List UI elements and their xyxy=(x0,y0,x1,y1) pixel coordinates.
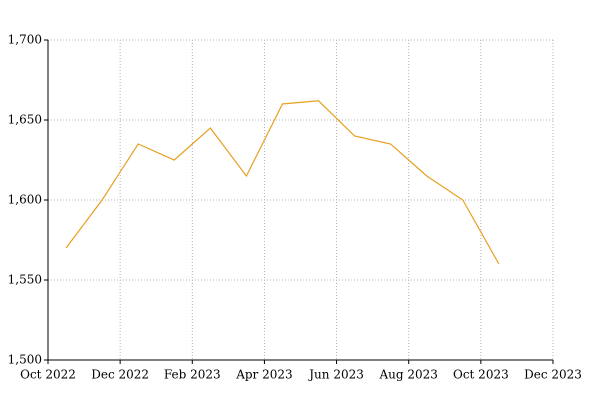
y-tick-label: 1,600 xyxy=(8,193,42,207)
x-tick-label: Apr 2023 xyxy=(235,368,292,382)
y-tick-label: 1,650 xyxy=(8,113,42,127)
x-tick-label: Dec 2023 xyxy=(524,368,582,382)
x-tick-label: Aug 2023 xyxy=(378,368,437,382)
y-tick-label: 1,500 xyxy=(8,353,42,367)
x-tick-label: Dec 2022 xyxy=(91,368,149,382)
x-tick-label: Jun 2023 xyxy=(307,368,364,382)
x-tick-label: Oct 2022 xyxy=(20,368,76,382)
line-series xyxy=(65,100,500,265)
x-tick-label: Oct 2023 xyxy=(453,368,509,382)
y-tick-label: 1,700 xyxy=(8,33,42,47)
y-tick-label: 1,550 xyxy=(8,273,42,287)
x-tick-label: Feb 2023 xyxy=(164,368,221,382)
